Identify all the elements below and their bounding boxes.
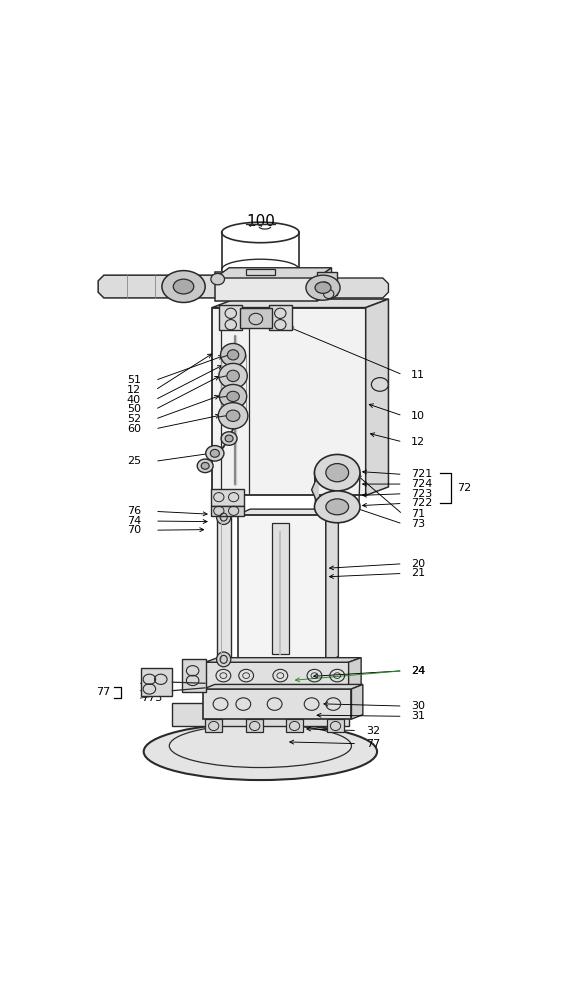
Bar <box>217 517 231 659</box>
Text: 51: 51 <box>127 375 141 385</box>
Text: 721: 721 <box>411 469 432 479</box>
Text: 77: 77 <box>366 739 380 749</box>
Bar <box>211 506 244 516</box>
Text: 722: 722 <box>411 498 432 508</box>
Bar <box>172 703 348 726</box>
Bar <box>246 719 263 732</box>
Text: 72: 72 <box>457 483 471 493</box>
Bar <box>215 272 317 301</box>
Ellipse shape <box>315 454 360 491</box>
Ellipse shape <box>217 652 231 667</box>
Bar <box>269 305 292 330</box>
Polygon shape <box>205 658 361 662</box>
Ellipse shape <box>315 491 360 523</box>
Bar <box>205 662 348 689</box>
Ellipse shape <box>228 350 239 360</box>
Ellipse shape <box>326 464 348 482</box>
Text: 12: 12 <box>127 385 141 395</box>
Ellipse shape <box>201 462 209 469</box>
Bar <box>182 659 206 692</box>
Text: 723: 723 <box>411 489 432 499</box>
Polygon shape <box>212 299 388 308</box>
Polygon shape <box>317 268 332 301</box>
Text: 21: 21 <box>411 568 426 578</box>
Bar <box>211 489 244 506</box>
Text: 52: 52 <box>127 414 141 424</box>
Ellipse shape <box>210 449 220 457</box>
Polygon shape <box>297 278 388 298</box>
Bar <box>286 719 303 732</box>
Bar <box>272 523 289 654</box>
Bar <box>205 719 223 732</box>
Bar <box>317 272 337 295</box>
Bar <box>327 719 344 732</box>
Text: 100: 100 <box>246 214 275 229</box>
Text: 20: 20 <box>411 559 426 569</box>
Polygon shape <box>326 509 339 662</box>
Polygon shape <box>98 275 224 298</box>
Text: 60: 60 <box>127 424 141 434</box>
Ellipse shape <box>221 343 245 366</box>
Ellipse shape <box>211 273 225 285</box>
Bar <box>212 308 366 495</box>
Polygon shape <box>215 268 332 278</box>
Ellipse shape <box>162 271 205 302</box>
Text: 73: 73 <box>411 519 426 529</box>
Bar <box>240 308 272 328</box>
Text: 50: 50 <box>127 404 141 414</box>
Text: 772: 772 <box>141 686 162 696</box>
Ellipse shape <box>221 432 237 445</box>
Text: 724: 724 <box>411 479 432 489</box>
Ellipse shape <box>220 384 247 408</box>
Text: 74: 74 <box>126 516 141 526</box>
Polygon shape <box>366 299 388 495</box>
Ellipse shape <box>219 363 247 388</box>
Bar <box>237 515 326 662</box>
Ellipse shape <box>326 499 348 515</box>
Text: 10: 10 <box>411 411 425 421</box>
Text: 24: 24 <box>411 666 426 676</box>
Text: 771: 771 <box>141 678 162 688</box>
Ellipse shape <box>144 723 377 780</box>
Text: 70: 70 <box>127 525 141 535</box>
Text: 31: 31 <box>411 711 425 721</box>
Text: 24: 24 <box>411 666 426 676</box>
Ellipse shape <box>219 403 248 429</box>
Bar <box>246 269 275 275</box>
Ellipse shape <box>206 446 224 461</box>
Ellipse shape <box>227 391 239 402</box>
Text: 11: 11 <box>411 370 425 380</box>
Text: 76: 76 <box>127 506 141 516</box>
Text: 25: 25 <box>127 456 141 466</box>
Text: 30: 30 <box>411 701 425 711</box>
Polygon shape <box>348 658 361 689</box>
Text: 12: 12 <box>411 437 426 447</box>
Polygon shape <box>312 473 319 507</box>
Text: 32: 32 <box>366 726 380 736</box>
Ellipse shape <box>227 370 239 382</box>
Ellipse shape <box>225 435 233 442</box>
Text: 40: 40 <box>127 395 141 405</box>
Ellipse shape <box>315 282 331 293</box>
Ellipse shape <box>306 275 340 300</box>
Bar <box>220 305 242 330</box>
Bar <box>204 689 351 719</box>
Polygon shape <box>237 509 339 515</box>
Ellipse shape <box>173 279 194 294</box>
Ellipse shape <box>217 510 231 524</box>
Bar <box>141 668 172 696</box>
Ellipse shape <box>227 410 240 421</box>
Text: 77: 77 <box>97 687 110 697</box>
Polygon shape <box>204 684 363 689</box>
Text: 773: 773 <box>141 693 162 703</box>
Text: 71: 71 <box>411 509 426 519</box>
Polygon shape <box>351 684 363 719</box>
Ellipse shape <box>197 459 213 473</box>
